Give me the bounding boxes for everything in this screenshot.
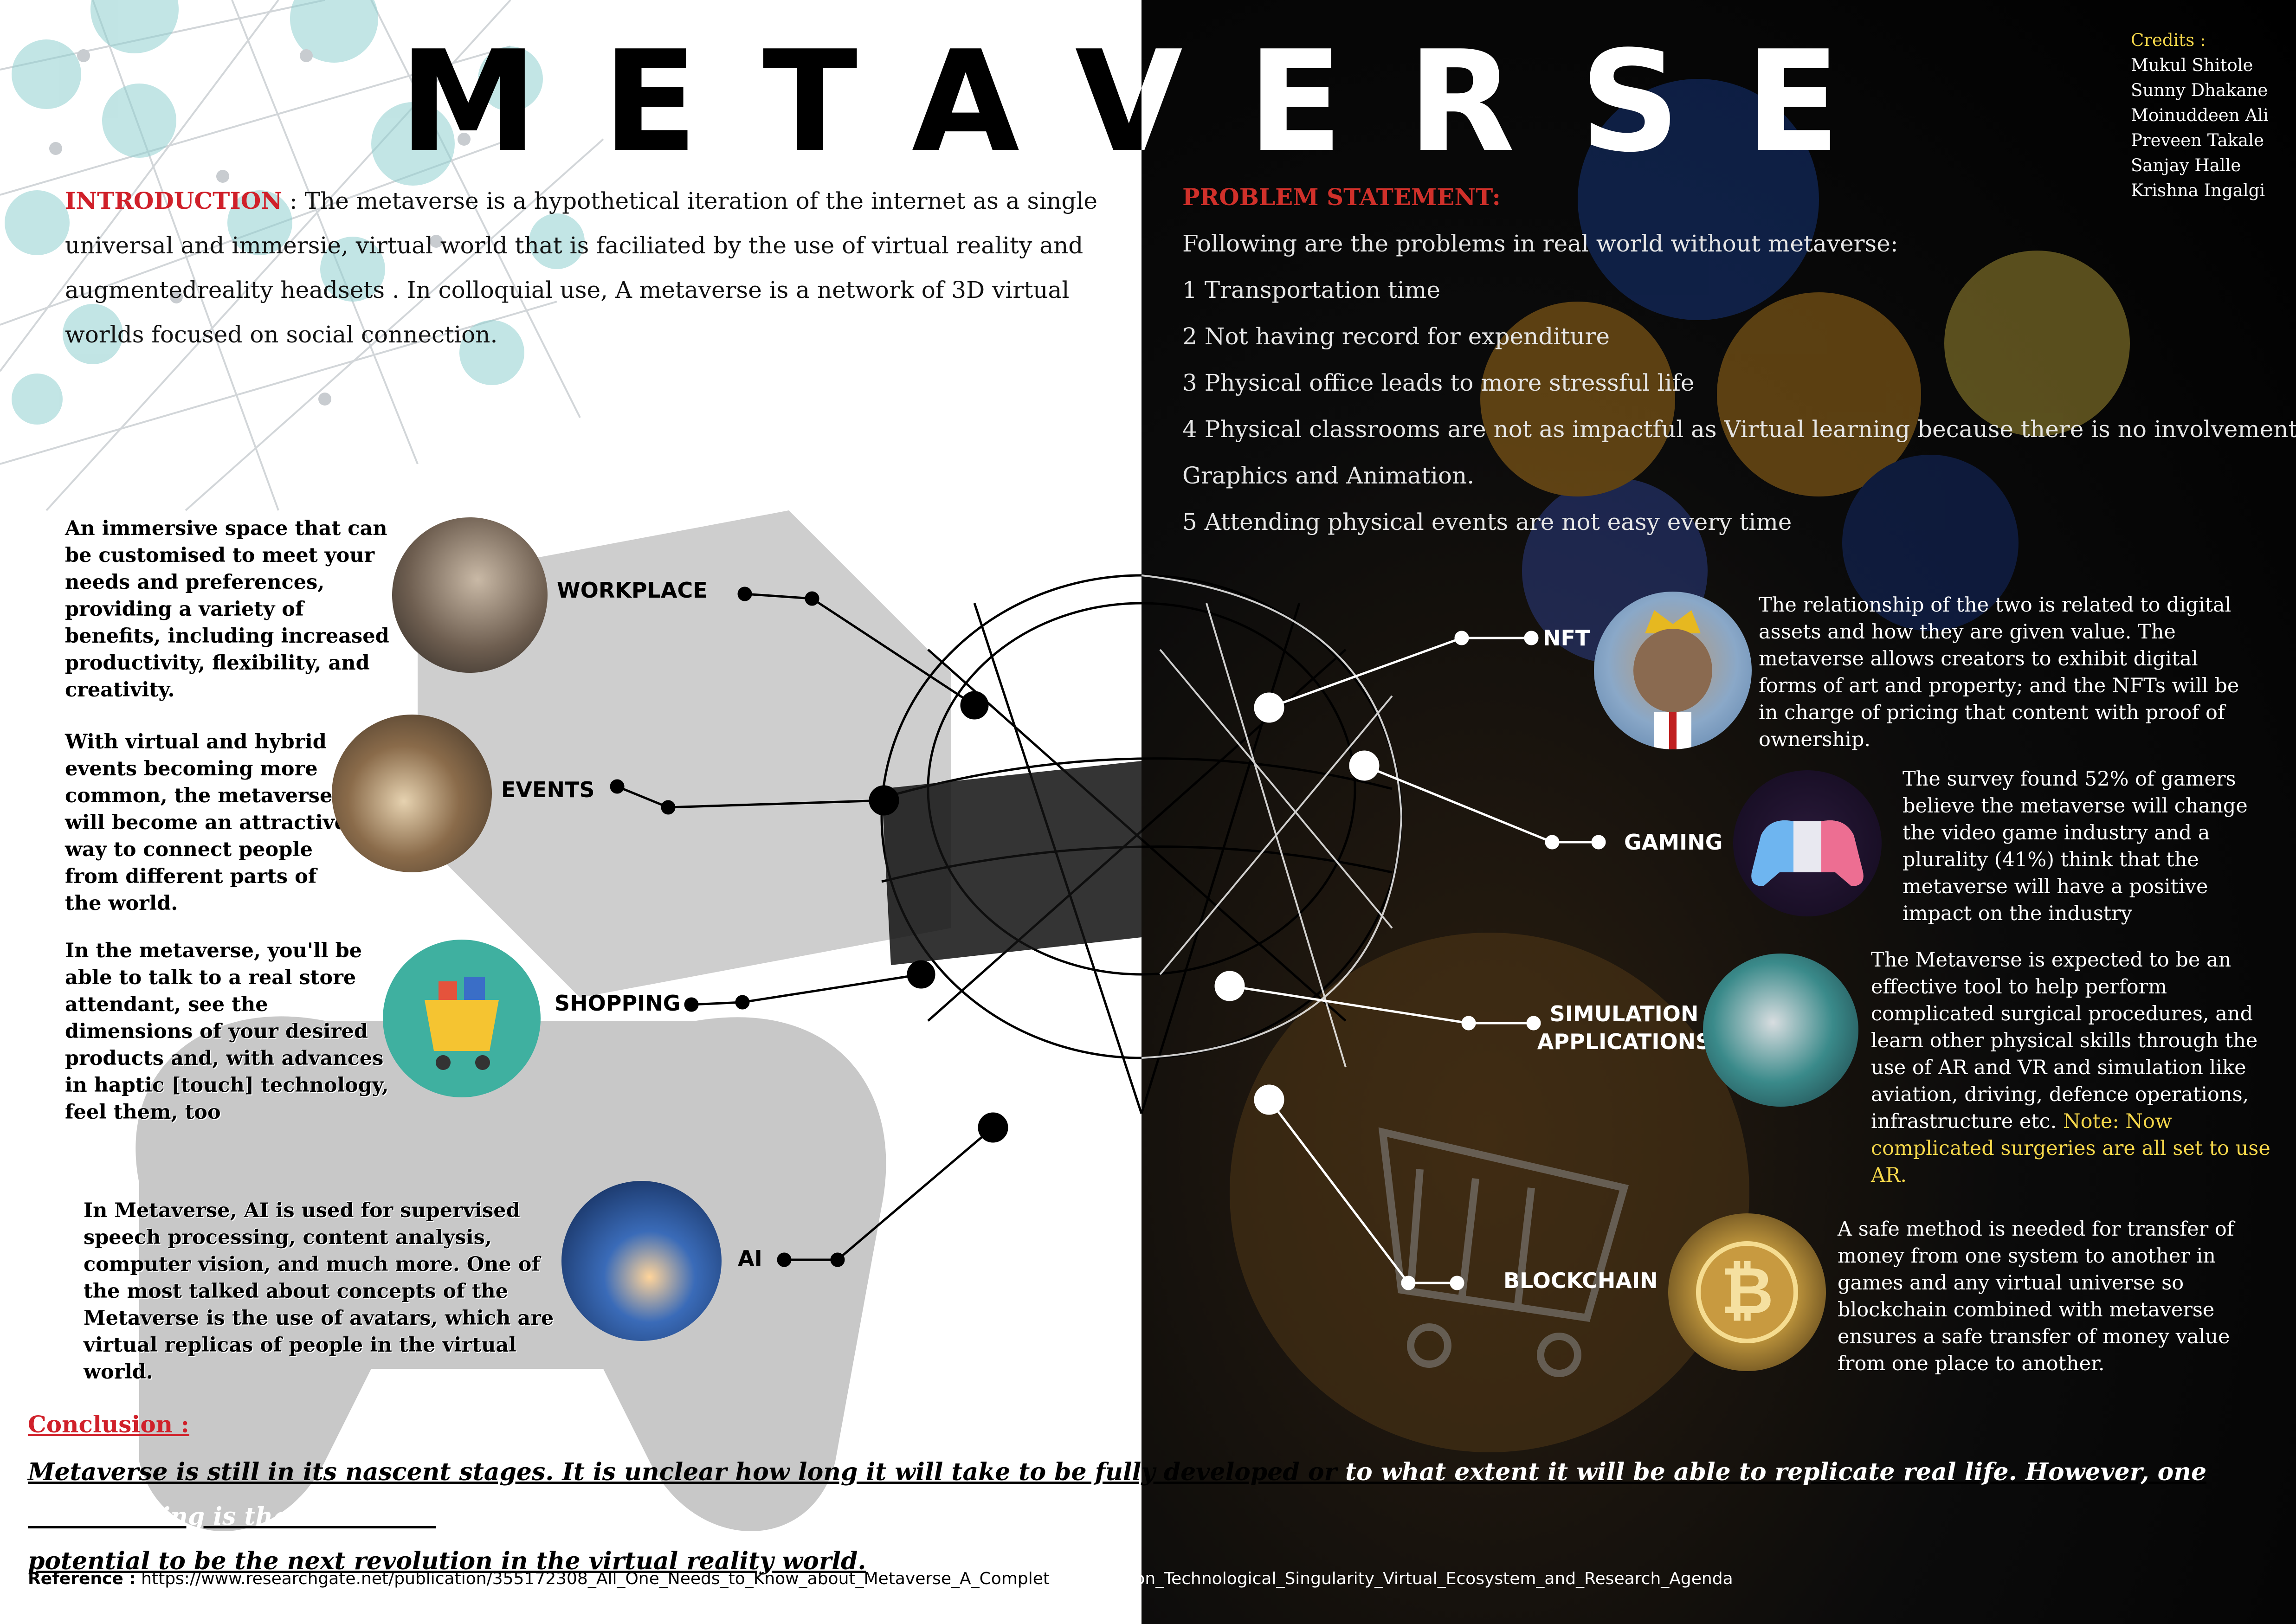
problem-statement-section: PROBLEM STATEMENT: Following are the pro… [1182,174,2296,545]
reference-label: Reference : [28,1569,136,1588]
credit-name: Sanjay Halle [2131,155,2241,175]
conclusion-line1-left: Metaverse is still in its nascent stages… [28,1458,1337,1486]
workplace-vr-icon [392,517,548,673]
events-icon [332,715,492,872]
conclusion-text: Metaverse is still in its nascent stages… [28,1450,2255,1584]
ai-hand-icon [561,1181,722,1341]
credit-name: Krishna Ingalgi [2131,180,2265,200]
workplace-description: An immersive space that can be customise… [65,517,389,702]
reference: Reference : https://www.researchgate.net… [28,1569,2255,1588]
vr-silhouette-icon [418,510,951,998]
credit-name: Sunny Dhakane [2131,80,2268,100]
simulation-note: Note: Now complicated surgeries are all … [1871,1110,2270,1187]
ape-nft-icon [1594,592,1752,749]
ai-label: AI [738,1246,762,1271]
introduction-label: INTRODUCTION [65,187,283,214]
problem-item: 4 Physical classrooms are not as impactf… [1182,416,2296,443]
nft-description: The relationship of the two is related t… [1759,593,2239,751]
problem-item: Graphics and Animation. [1182,462,1475,489]
shopping-icon [383,940,541,1097]
page-title: METAVERSE [399,21,1905,183]
controller-icon [1733,770,1882,916]
page-title-inverse: METAVERSE [399,21,1905,183]
events-label: EVENTS [501,777,595,802]
reference-url-right[interactable]: e_Survey_on_Technological_Singularity_Vi… [1050,1569,1733,1588]
workplace-label: WORKPLACE [557,578,708,603]
surgery-vr-icon [1703,954,1858,1107]
problem-item: 5 Attending physical events are not easy… [1182,509,1792,535]
teal-bubbles [5,0,585,425]
simulation-label: SIMULATION APPLICATIONS [1536,1000,1712,1056]
vr-headset-head-icon-white [1141,574,1402,1068]
gaming-description: The survey found 52% of gamers believe t… [1903,767,2248,925]
problem-item: 3 Physical office leads to more stressfu… [1182,369,1695,396]
problem-lead: Following are the problems in real world… [1182,230,1898,257]
blockchain-label: BLOCKCHAIN [1503,1268,1658,1293]
credits-heading: Credits : [2131,30,2206,50]
bitcoin-icon: ₿ [1668,1213,1826,1371]
problem-item: 1 Transportation time [1182,277,1440,303]
problem-item: 2 Not having record for expenditure [1182,323,1610,350]
simulation-description: The Metaverse is expected to be an effec… [1871,947,2279,1189]
simulation-label-line1: SIMULATION [1549,1001,1699,1026]
cart-disc [1230,933,1749,1452]
credit-name: Moinuddeen Ali [2131,105,2269,125]
svg-text:₿: ₿ [1721,1253,1774,1329]
shopping-label: SHOPPING [555,991,681,1016]
reference-url-left[interactable]: https://www.researchgate.net/publication… [135,1569,1050,1588]
problem-label: PROBLEM STATEMENT: [1182,183,1501,211]
events-description: With virtual and hybrid events becoming … [65,730,348,915]
gaming-label: GAMING [1624,830,1723,855]
cart-icon [1378,1127,1629,1377]
conclusion-line1-right: to what extent it will be able to replic… [28,1458,2207,1531]
conclusion-label: Conclusion : [28,1411,189,1438]
conclusion-line2: potential to be the next revolution in t… [28,1547,866,1575]
credit-name: Preveen Takale [2131,130,2264,150]
crypto-coins-icon [1480,79,2130,664]
nft-label: NFT [1543,625,1590,651]
credits-block: Credits : Mukul Shitole Sunny Dhakane Mo… [2131,28,2289,203]
credit-name: Mukul Shitole [2131,55,2253,75]
introduction-section: INTRODUCTION : The metaverse is a hypoth… [65,179,1132,357]
gamepad-icon [135,1016,886,1531]
blockchain-description: A safe method is needed for transfer of … [1838,1218,2234,1375]
introduction-text: : The metaverse is a hypothetical iterat… [65,187,1097,348]
shopping-description: In the metaverse, you'll be able to talk… [65,939,389,1124]
simulation-label-line2: APPLICATIONS [1537,1029,1711,1054]
ai-description: In Metaverse, AI is used for supervised … [84,1199,554,1384]
simulation-text: The Metaverse is expected to be an effec… [1871,948,2258,1133]
